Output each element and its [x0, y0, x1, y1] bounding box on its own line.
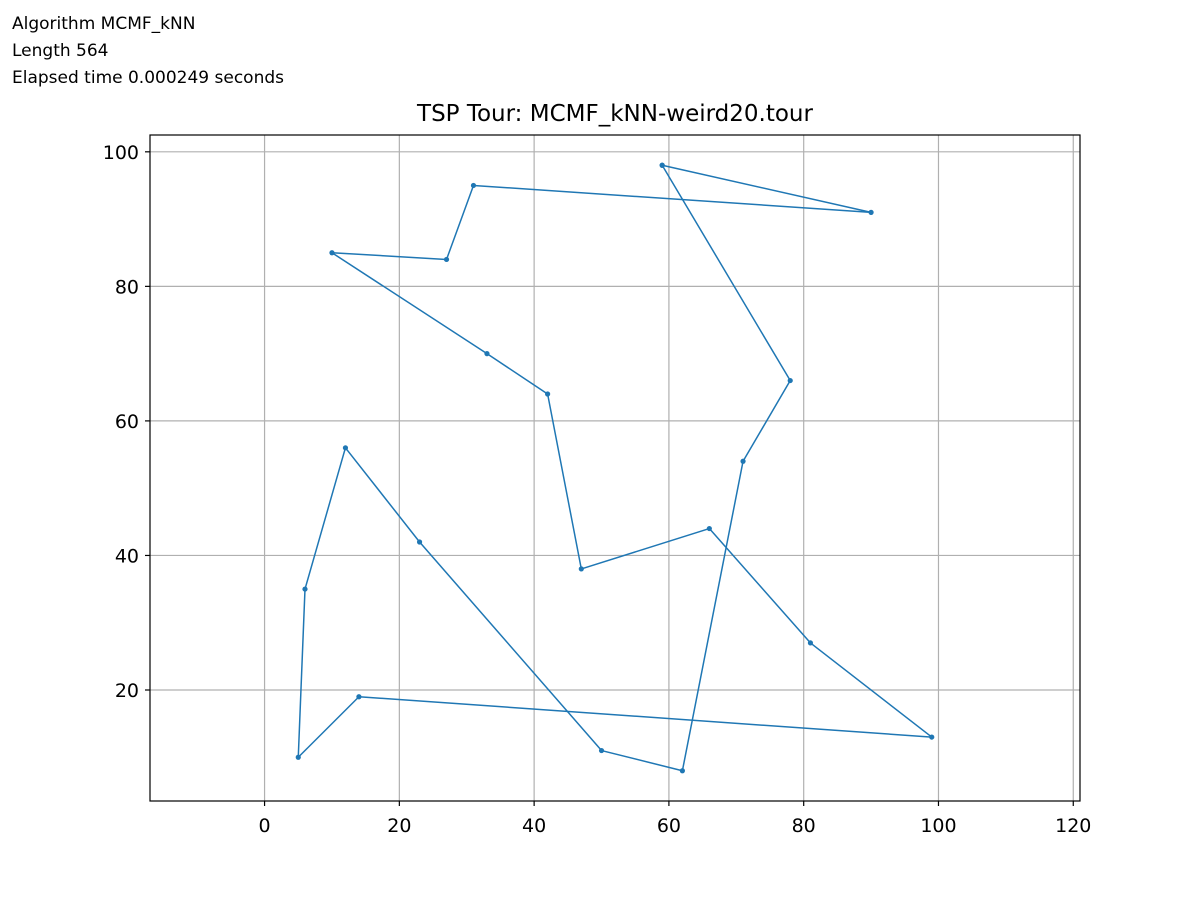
city-point — [470, 182, 477, 189]
city-markers — [295, 162, 935, 774]
city-point — [679, 768, 685, 774]
y-tick-label: 80 — [115, 276, 139, 298]
x-tick-label: 40 — [522, 815, 546, 837]
city-point — [416, 539, 423, 545]
tour-edge — [580, 527, 711, 570]
city-point — [295, 754, 301, 760]
tour-edge — [661, 164, 791, 382]
city-point — [578, 566, 584, 572]
x-tick-label: 100 — [920, 815, 956, 837]
x-tick-label: 0 — [259, 815, 271, 837]
tour-edge — [297, 695, 360, 759]
x-tick-label: 80 — [792, 815, 816, 837]
city-point — [706, 525, 712, 532]
x-tick-label: 60 — [657, 815, 681, 837]
city-point — [740, 458, 746, 464]
city-point — [443, 256, 450, 263]
x-tick-label: 120 — [1055, 815, 1091, 837]
tour-path-series — [297, 164, 933, 772]
x-tick-label: 20 — [387, 815, 411, 837]
city-point — [329, 250, 335, 256]
tour-edge — [344, 447, 421, 543]
city-point — [598, 747, 605, 754]
city-point — [807, 640, 814, 646]
chart-title: TSP Tour: MCMF_kNN-weird20.tour — [416, 101, 813, 127]
tour-length-label: Length 564 — [12, 41, 109, 61]
algorithm-label: Algorithm MCMF_kNN — [12, 14, 196, 34]
tour-edge — [742, 379, 791, 463]
tour-edge — [809, 642, 933, 738]
tour-edge — [472, 184, 872, 214]
city-point — [929, 734, 935, 740]
tour-edge — [708, 527, 812, 644]
city-point — [868, 209, 874, 215]
city-point — [302, 586, 308, 592]
tour-edge — [418, 541, 603, 752]
tour-edge — [486, 352, 549, 395]
y-tick-label: 40 — [115, 545, 139, 567]
elapsed-time-label: Elapsed time 0.000249 seconds — [12, 68, 284, 88]
y-tick-label: 60 — [115, 411, 139, 433]
city-point — [787, 377, 793, 384]
city-point — [342, 445, 349, 451]
y-tick-label: 100 — [103, 142, 139, 164]
axis-ticks: 0 20 40 60 80 100 120 20 40 60 80 100 — [103, 142, 1092, 837]
tour-edge — [331, 251, 448, 261]
y-tick-label: 20 — [115, 680, 139, 702]
city-point — [484, 351, 490, 357]
tour-edge — [331, 251, 488, 355]
tour-edge — [600, 749, 684, 772]
grid-lines — [150, 135, 1080, 801]
tour-edge — [681, 460, 744, 772]
tour-edge — [445, 184, 475, 261]
city-point — [545, 391, 551, 397]
city-point — [659, 162, 665, 168]
tour-edge — [304, 447, 347, 590]
tour-edge — [546, 393, 583, 570]
plot-frame — [149, 134, 1081, 802]
tour-edge — [358, 695, 933, 738]
tour-edge — [661, 164, 872, 214]
city-point — [356, 694, 362, 700]
tour-edge — [297, 588, 306, 759]
